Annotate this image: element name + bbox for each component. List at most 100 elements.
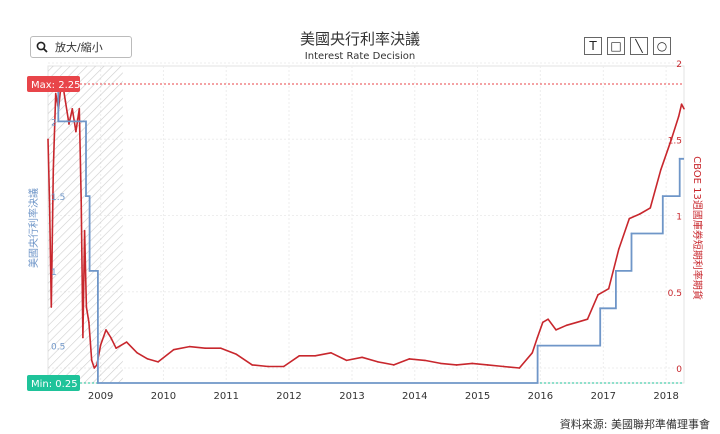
cboe-rate-point <box>345 359 348 362</box>
cboe-rate-point <box>80 199 83 202</box>
source-note: 資料來源: 美國聯邦準備理事會 <box>559 418 710 431</box>
chart-title: 美國央行利率決議 <box>299 30 420 48</box>
cboe-rate-point <box>298 355 301 357</box>
cboe-rate-point <box>576 321 578 324</box>
zoom-selection-region[interactable] <box>48 66 123 383</box>
cboe-rate-point <box>78 107 81 110</box>
cboe-rate-point <box>597 294 599 296</box>
x-tick-label: 2013 <box>339 391 364 402</box>
cboe-rate-point <box>93 367 96 369</box>
cboe-rate-point <box>330 351 332 354</box>
cboe-rate-point <box>361 356 363 359</box>
right-tick-label: 1.5 <box>668 136 682 146</box>
cboe-rate-point <box>628 217 631 220</box>
cboe-rate-point <box>85 306 88 308</box>
cboe-rate-point <box>486 364 489 366</box>
x-tick-label: 2009 <box>88 391 113 402</box>
min-badge: Min: 0.25 <box>27 375 80 391</box>
cboe-rate-point <box>547 318 549 321</box>
cboe-rate-point <box>68 123 70 125</box>
text-tool[interactable]: T <box>584 37 602 55</box>
max-badge-label: Max: 2.25 <box>31 80 81 91</box>
left-axis-title: 美國央行利率決議 <box>27 188 40 268</box>
plot-frame <box>47 65 685 384</box>
cboe-rate-point <box>251 364 254 366</box>
rectangle-tool[interactable]: □ <box>607 37 625 55</box>
cboe-rate-point <box>680 103 683 105</box>
x-tick-label: 2017 <box>591 391 616 402</box>
cboe-rate-point <box>157 361 159 363</box>
cboe-rate-point <box>75 130 77 133</box>
cboe-rate-point <box>115 347 117 349</box>
min-badge-label: Min: 0.25 <box>31 379 78 390</box>
x-tick-label: 2010 <box>151 391 176 402</box>
cboe-rate-point <box>424 359 426 362</box>
cboe-rate-point <box>82 336 84 339</box>
cboe-rate-point <box>531 351 534 354</box>
cboe-rate-point <box>392 364 395 366</box>
cboe-rate-point <box>471 362 474 365</box>
fed-rate-point <box>96 382 99 384</box>
left-tick-label: 0.5 <box>51 343 65 353</box>
cboe-rate-point <box>670 138 673 141</box>
cboe-rate-point <box>267 365 269 368</box>
right-tick-label: 0.5 <box>668 289 682 299</box>
cboe-rate-point <box>586 318 589 321</box>
fed-rate-point <box>88 269 91 272</box>
cboe-rate-point <box>204 347 207 349</box>
cboe-rate-point <box>502 365 505 368</box>
cboe-rate-point <box>47 138 49 141</box>
cboe-rate-point <box>314 355 316 357</box>
cboe-rate-point <box>235 353 238 356</box>
cboe-rate-point <box>518 367 521 369</box>
fed-rate-point <box>57 120 60 123</box>
cboe-rate-point <box>54 92 57 95</box>
circle-tool[interactable]: ○ <box>653 37 671 55</box>
cboe-rate-point <box>408 358 411 360</box>
cboe-rate-point <box>52 168 55 171</box>
right-tick-label: 0 <box>676 365 682 375</box>
x-tick-label: 2016 <box>528 391 553 402</box>
cboe-rate-point <box>683 107 685 110</box>
zoom-button-label: 放大/縮小 <box>55 41 103 54</box>
x-tick-label: 2012 <box>276 391 301 402</box>
cboe-rate-point <box>188 345 191 348</box>
fed-rate-point <box>536 344 539 347</box>
min-badge-bg <box>27 375 80 391</box>
cboe-rate-point <box>105 329 107 331</box>
fed-rate-point <box>661 195 664 198</box>
cboe-rate-point <box>607 287 610 290</box>
x-tick-label: 2015 <box>465 391 490 402</box>
x-tick-label: 2011 <box>213 391 238 402</box>
cboe-rate-line <box>47 77 685 369</box>
max-badge-bg <box>27 76 80 92</box>
max-badge: Max: 2.25 <box>27 76 81 92</box>
cboe-rate-point <box>99 344 102 346</box>
cboe-rate-point <box>146 358 149 360</box>
cboe-rate-point <box>172 348 175 351</box>
cboe-rate-point <box>638 213 641 215</box>
cboe-rate-point <box>83 229 86 232</box>
cboe-rate-point <box>455 364 458 366</box>
cboe-rate-point <box>48 199 51 202</box>
fed-rate-point <box>85 195 87 198</box>
cboe-rate-point <box>220 347 222 349</box>
cboe-rate-point <box>659 168 662 171</box>
cboe-rate-point <box>90 359 93 362</box>
line-tool[interactable]: ╲ <box>630 37 648 55</box>
fed-rate-point <box>678 157 681 160</box>
right-axis-title: CBOE 13週國庫券短期利率期貨 <box>691 156 704 300</box>
fed-rate-point <box>599 307 602 310</box>
cboe-rate-point <box>109 336 112 339</box>
x-tick-label: 2014 <box>402 391 427 402</box>
fed-rate-line <box>48 83 684 384</box>
drawing-toolbar: T □ ╲ ○ <box>584 37 671 55</box>
zoom-button[interactable]: 放大/縮小 <box>30 36 132 58</box>
cboe-rate-point <box>136 351 138 354</box>
left-tick-label: 1.5 <box>51 193 65 203</box>
cboe-rate-point <box>282 365 285 368</box>
chart-subtitle: Interest Rate Decision <box>304 51 416 62</box>
right-tick-label: 2 <box>676 60 682 70</box>
fed-rate-point <box>630 232 633 235</box>
